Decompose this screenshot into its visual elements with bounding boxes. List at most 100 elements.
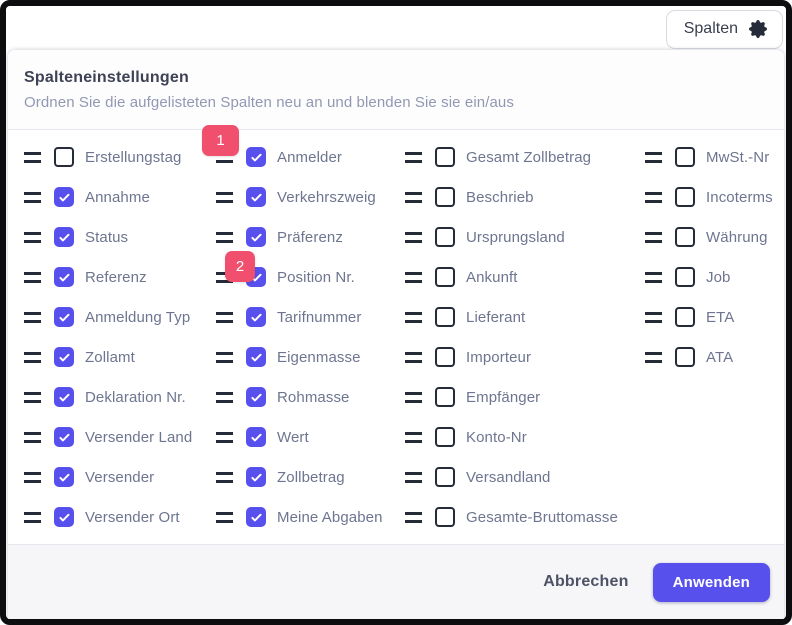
column-label: Gesamte-Bruttomasse xyxy=(466,508,618,526)
drag-handle-icon[interactable] xyxy=(216,391,233,403)
check-icon xyxy=(250,313,262,321)
drag-handle-icon[interactable] xyxy=(24,431,41,443)
check-icon xyxy=(250,153,262,161)
column-checkbox[interactable] xyxy=(435,147,455,167)
dialog-subtitle: Ordnen Sie die aufgelisteten Spalten neu… xyxy=(24,94,514,111)
drag-handle-icon[interactable] xyxy=(645,231,662,243)
drag-handle-icon[interactable] xyxy=(405,231,422,243)
drag-handle-icon[interactable] xyxy=(216,191,233,203)
drag-handle-icon[interactable] xyxy=(24,271,41,283)
drag-handle-icon[interactable] xyxy=(405,391,422,403)
column-checkbox[interactable] xyxy=(246,427,266,447)
column-checkbox[interactable] xyxy=(54,187,74,207)
column-option-row: ETA xyxy=(645,297,784,337)
drag-handle-icon[interactable] xyxy=(405,511,422,523)
drag-handle-icon[interactable] xyxy=(216,471,233,483)
drag-handle-icon[interactable] xyxy=(216,311,233,323)
column-checkbox[interactable] xyxy=(246,467,266,487)
apply-button[interactable]: Anwenden xyxy=(652,562,770,602)
drag-handle-icon[interactable] xyxy=(24,311,41,323)
check-icon xyxy=(250,433,262,441)
column-options-grid: Erstellungstag Annahme Status Referenz A… xyxy=(8,125,784,544)
column-checkbox[interactable] xyxy=(54,307,74,327)
column-checkbox[interactable] xyxy=(675,227,695,247)
column-option-row: Versender xyxy=(24,457,216,497)
column-checkbox[interactable] xyxy=(435,227,455,247)
column-checkbox[interactable] xyxy=(54,427,74,447)
check-icon xyxy=(58,193,70,201)
column-checkbox[interactable] xyxy=(435,307,455,327)
column-checkbox[interactable] xyxy=(435,267,455,287)
drag-handle-icon[interactable] xyxy=(216,271,233,283)
column-checkbox[interactable] xyxy=(435,427,455,447)
column-checkbox[interactable] xyxy=(246,147,266,167)
column-checkbox[interactable] xyxy=(435,467,455,487)
drag-handle-icon[interactable] xyxy=(645,151,662,163)
drag-handle-icon[interactable] xyxy=(645,271,662,283)
column-checkbox[interactable] xyxy=(675,347,695,367)
column-option-row: Position Nr. 2 xyxy=(216,251,405,297)
column-checkbox[interactable] xyxy=(54,267,74,287)
column-checkbox[interactable] xyxy=(246,347,266,367)
drag-handle-icon[interactable] xyxy=(24,191,41,203)
column-checkbox[interactable] xyxy=(246,307,266,327)
column-checkbox[interactable] xyxy=(54,467,74,487)
column-checkbox[interactable] xyxy=(675,147,695,167)
drag-handle-icon[interactable] xyxy=(216,231,233,243)
columns-button[interactable]: Spalten xyxy=(665,9,783,49)
drag-handle-icon[interactable] xyxy=(24,151,41,163)
column-checkbox[interactable] xyxy=(435,347,455,367)
drag-handle-icon[interactable] xyxy=(405,471,422,483)
column-label: Ursprungsland xyxy=(466,228,565,246)
drag-handle-icon[interactable] xyxy=(216,511,233,523)
drag-handle-icon[interactable] xyxy=(24,391,41,403)
drag-handle-icon[interactable] xyxy=(405,151,422,163)
drag-handle-icon[interactable] xyxy=(405,351,422,363)
column-checkbox[interactable] xyxy=(54,147,74,167)
column-option-row: Referenz xyxy=(24,257,216,297)
column-label: ETA xyxy=(706,308,735,326)
drag-handle-icon[interactable] xyxy=(405,271,422,283)
column-checkbox[interactable] xyxy=(675,187,695,207)
drag-handle-icon[interactable] xyxy=(645,351,662,363)
column-checkbox[interactable] xyxy=(435,187,455,207)
column-checkbox[interactable] xyxy=(54,347,74,367)
column-label: Konto-Nr xyxy=(466,428,527,446)
column-checkbox[interactable] xyxy=(54,507,74,527)
column-option-row: Importeur xyxy=(405,337,645,377)
drag-handle-icon[interactable] xyxy=(405,311,422,323)
column-checkbox[interactable] xyxy=(246,507,266,527)
column-option-row: Job xyxy=(645,257,784,297)
drag-handle-icon[interactable] xyxy=(645,191,662,203)
column-option-row: Ursprungsland xyxy=(405,217,645,257)
drag-handle-icon[interactable] xyxy=(216,351,233,363)
column-label: Incoterms xyxy=(706,188,773,206)
column-checkbox[interactable] xyxy=(54,387,74,407)
cancel-button[interactable]: Abbrechen xyxy=(539,565,632,599)
column-checkbox[interactable] xyxy=(54,227,74,247)
column-label: Zollamt xyxy=(85,348,135,366)
column-label: Tarifnummer xyxy=(277,308,362,326)
drag-handle-icon[interactable] xyxy=(216,431,233,443)
column-checkbox[interactable] xyxy=(435,507,455,527)
drag-handle-icon[interactable] xyxy=(645,311,662,323)
drag-handle-icon[interactable] xyxy=(24,471,41,483)
drag-handle-icon[interactable] xyxy=(24,351,41,363)
column-option-row: Wert xyxy=(216,417,405,457)
column-option-row: Annahme xyxy=(24,177,216,217)
drag-handle-icon[interactable] xyxy=(24,511,41,523)
column-label: Erstellungstag xyxy=(85,148,182,166)
column-label: Importeur xyxy=(466,348,532,366)
column-checkbox[interactable] xyxy=(435,387,455,407)
column-option-row: Ankunft xyxy=(405,257,645,297)
column-checkbox[interactable] xyxy=(246,387,266,407)
column-checkbox[interactable] xyxy=(675,267,695,287)
drag-handle-icon[interactable] xyxy=(24,231,41,243)
column-checkbox[interactable] xyxy=(675,307,695,327)
column-checkbox[interactable] xyxy=(246,187,266,207)
check-icon xyxy=(58,393,70,401)
column-checkbox[interactable] xyxy=(246,227,266,247)
drag-handle-icon[interactable] xyxy=(405,431,422,443)
check-icon xyxy=(250,513,262,521)
drag-handle-icon[interactable] xyxy=(405,191,422,203)
